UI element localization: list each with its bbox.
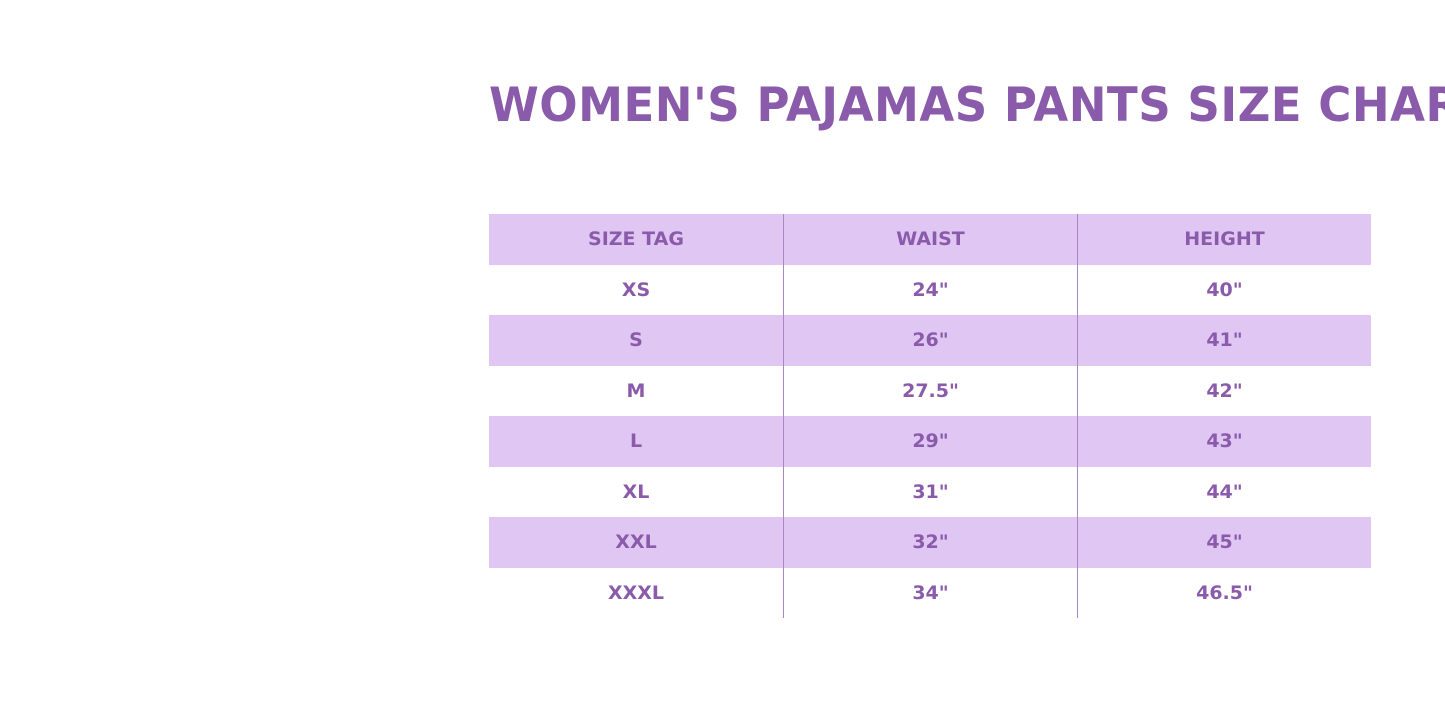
table-row: S 26" 41" (489, 315, 1371, 366)
header-height: HEIGHT (1077, 214, 1371, 265)
height-cell: 41" (1077, 315, 1371, 366)
waist-cell: 27.5" (783, 365, 1077, 416)
waist-cell: 26" (783, 315, 1077, 366)
height-cell: 46.5" (1077, 567, 1371, 618)
size-cell: XL (622, 480, 650, 503)
height-cell: 45" (1077, 517, 1371, 568)
size-cell: S (629, 329, 643, 352)
waist-cell: 34" (783, 567, 1077, 618)
waist-cell: 32" (783, 517, 1077, 568)
table-row: L 29" 43" (489, 416, 1371, 467)
size-cell: XXXL (607, 581, 665, 604)
size-cell: XXL (615, 531, 657, 554)
header-size-tag: SIZE TAG (588, 228, 684, 251)
height-cell: 40" (1077, 264, 1371, 315)
waist-cell: 24" (783, 264, 1077, 315)
waist-cell: 29" (783, 416, 1077, 467)
table-row: XXXL 34" 46.5" (489, 567, 1371, 618)
table-row: XL 31" 44" (489, 466, 1371, 517)
height-cell: 42" (1077, 365, 1371, 416)
size-cell: XS (621, 278, 651, 301)
page-title: WOMEN'S PAJAMAS PANTS SIZE CHART (489, 78, 1445, 133)
table-row: XS 24" 40" (489, 264, 1371, 315)
size-cell: L (629, 430, 643, 453)
size-chart-table: SIZE TAG WAIST HEIGHT XS 24" 40" S 26" 41" M 27… (489, 214, 1371, 618)
table-row: XXL 32" 45" (489, 517, 1371, 568)
height-cell: 44" (1077, 466, 1371, 517)
waist-cell: 31" (783, 466, 1077, 517)
size-cell: M (626, 379, 646, 402)
table-row: M 27.5" 42" (489, 365, 1371, 416)
height-cell: 43" (1077, 416, 1371, 467)
header-waist: WAIST (783, 214, 1077, 265)
table-header-row: SIZE TAG WAIST HEIGHT (489, 214, 1371, 265)
